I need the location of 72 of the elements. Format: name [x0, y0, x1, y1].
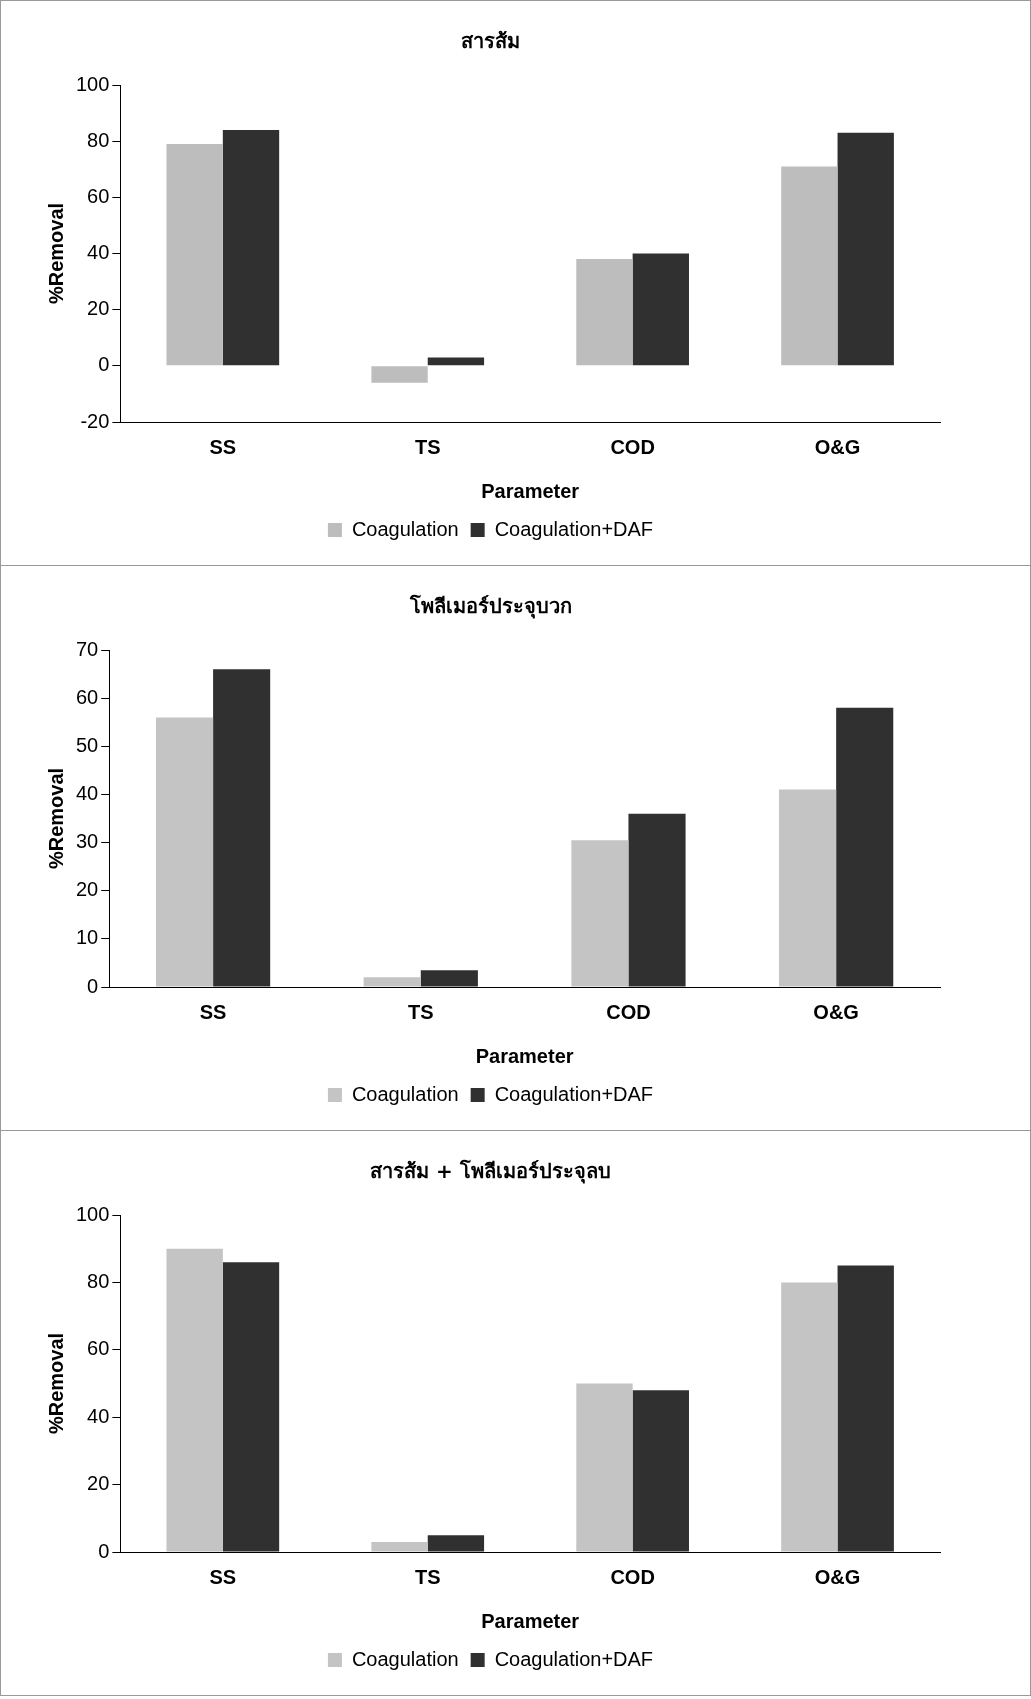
bar	[571, 840, 629, 987]
x-tick-label: TS	[408, 1000, 434, 1023]
y-tick-label: 80	[87, 128, 110, 151]
y-axis-title: %Removal	[44, 767, 67, 870]
bar	[781, 166, 838, 366]
bar	[632, 1390, 689, 1552]
bar	[628, 813, 686, 987]
bar	[420, 970, 478, 987]
x-tick-label: SS	[199, 1000, 227, 1023]
x-tick-label: O&G	[813, 1000, 859, 1023]
y-tick-label: 0	[98, 1539, 110, 1562]
bar	[166, 143, 223, 366]
y-tick-label: 0	[87, 974, 99, 997]
y-axis-title: %Removal	[44, 1332, 67, 1435]
x-axis-title: Parameter	[481, 1609, 580, 1632]
x-tick-label: O&G	[814, 1565, 861, 1588]
y-tick-label: 50	[76, 733, 99, 756]
x-axis-title: Parameter	[481, 479, 580, 502]
y-tick-label: 60	[76, 685, 99, 708]
bar	[576, 1383, 633, 1552]
chart-title: สารส้ม + โพลีเมอร์ประจุลบ	[370, 1159, 611, 1185]
x-tick-label: SS	[209, 1565, 237, 1588]
bar	[632, 253, 689, 366]
x-tick-label: TS	[414, 435, 441, 458]
bar	[427, 1535, 485, 1552]
bar	[779, 789, 837, 987]
bar	[371, 366, 428, 383]
bar	[837, 132, 894, 366]
x-tick-label: SS	[209, 435, 237, 458]
y-tick-label: 100	[75, 72, 110, 95]
bar	[576, 259, 633, 366]
x-tick-label: O&G	[814, 435, 861, 458]
y-tick-label: 80	[87, 1269, 110, 1292]
y-tick-label: 40	[87, 241, 110, 264]
bar	[213, 669, 271, 987]
bar	[781, 1282, 838, 1552]
y-tick-label: 0	[98, 353, 110, 376]
y-tick-label: 100	[75, 1202, 110, 1225]
y-tick-label: 20	[76, 878, 99, 901]
y-axis-title: %Removal	[44, 202, 67, 305]
y-tick-label: 10	[76, 926, 99, 949]
bar	[363, 977, 421, 987]
bar	[427, 357, 485, 366]
legend-label: Coagulation+DAF	[494, 1082, 654, 1105]
y-tick-label: 20	[87, 297, 110, 320]
x-tick-label: COD	[606, 1000, 651, 1023]
x-tick-label: TS	[414, 1565, 441, 1588]
y-tick-label: 30	[76, 830, 99, 853]
y-tick-label: 60	[87, 1337, 110, 1360]
legend-label: Coagulation+DAF	[494, 1647, 654, 1670]
bar	[837, 1265, 894, 1552]
chart-title: โพลีเมอร์ประจุบวก	[408, 594, 572, 620]
bar	[222, 129, 280, 366]
x-axis-title: Parameter	[475, 1044, 574, 1067]
bar	[371, 1541, 428, 1552]
legend-label: Coagulation	[351, 517, 459, 540]
y-tick-label: 70	[76, 637, 99, 660]
bar	[166, 1248, 223, 1552]
y-tick-label: 20	[87, 1472, 110, 1495]
y-tick-label: -20	[80, 409, 110, 432]
y-tick-label: 60	[87, 184, 110, 207]
chart-title: สารส้ม	[461, 29, 520, 54]
bar	[155, 717, 214, 987]
bar	[836, 707, 894, 987]
y-tick-label: 40	[87, 1404, 110, 1427]
legend-label: Coagulation	[351, 1082, 459, 1105]
x-tick-label: COD	[610, 1565, 655, 1588]
y-tick-label: 40	[76, 781, 99, 804]
legend-label: Coagulation+DAF	[494, 517, 654, 540]
x-tick-label: COD	[610, 435, 655, 458]
legend-label: Coagulation	[351, 1647, 459, 1670]
bar	[222, 1262, 280, 1552]
